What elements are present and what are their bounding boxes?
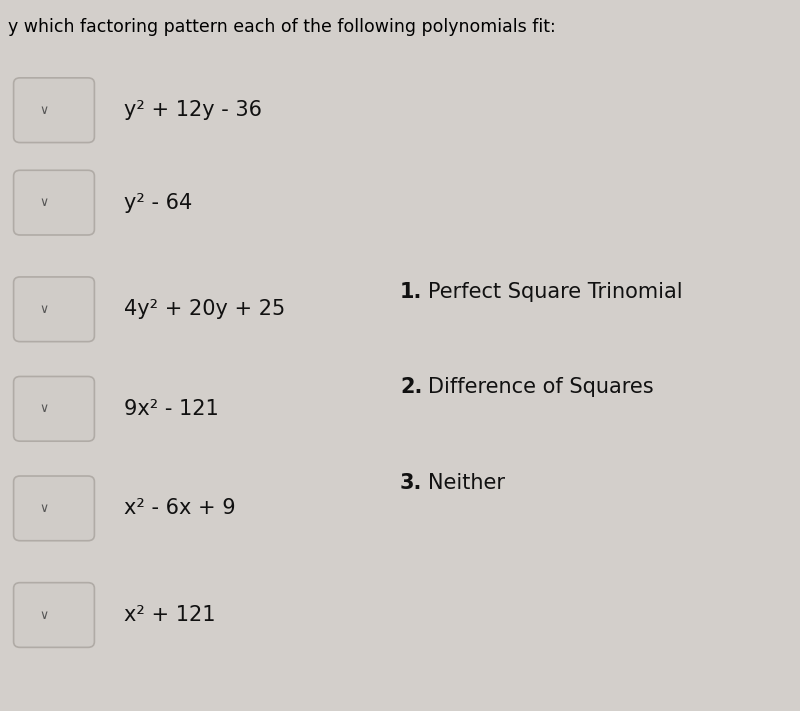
Text: y² - 64: y² - 64 [124,193,192,213]
Text: 4y² + 20y + 25: 4y² + 20y + 25 [124,299,286,319]
FancyBboxPatch shape [14,377,94,441]
Text: Difference of Squares: Difference of Squares [428,378,654,397]
Text: ∨: ∨ [39,196,48,209]
Text: ∨: ∨ [39,303,48,316]
Text: 1.: 1. [400,282,422,301]
Text: y which factoring pattern each of the following polynomials fit:: y which factoring pattern each of the fo… [8,18,556,36]
Text: ∨: ∨ [39,609,48,621]
Text: Perfect Square Trinomial: Perfect Square Trinomial [428,282,682,301]
Text: 3.: 3. [400,474,422,493]
Text: ∨: ∨ [39,402,48,415]
Text: x² - 6x + 9: x² - 6x + 9 [124,498,236,518]
Text: Neither: Neither [428,474,505,493]
FancyBboxPatch shape [14,583,94,647]
Text: ∨: ∨ [39,502,48,515]
Text: 2.: 2. [400,378,422,397]
FancyBboxPatch shape [14,277,94,342]
Text: ∨: ∨ [39,104,48,117]
Text: 9x² - 121: 9x² - 121 [124,399,218,419]
FancyBboxPatch shape [14,170,94,235]
Text: y² + 12y - 36: y² + 12y - 36 [124,100,262,120]
Text: x² + 121: x² + 121 [124,605,215,625]
FancyBboxPatch shape [14,476,94,541]
FancyBboxPatch shape [14,78,94,142]
